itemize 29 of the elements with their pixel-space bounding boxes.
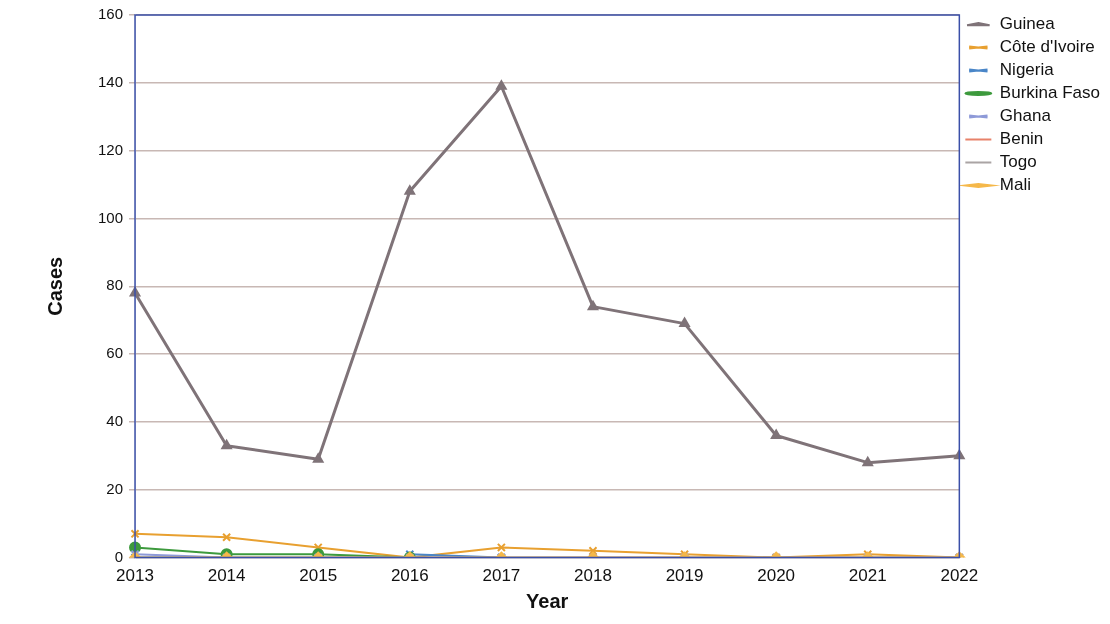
legend-label: Côte d'Ivoire (999, 37, 1095, 57)
y-axis-title: Cases (43, 256, 66, 316)
legend-label: Benin (999, 129, 1044, 149)
y-tick-label: 120 (98, 140, 124, 158)
x-tick-label: 2020 (757, 566, 796, 586)
y-tick-label: 100 (98, 208, 124, 226)
y-tick-label: 0 (114, 547, 124, 565)
x-tick-label: 2016 (390, 566, 429, 586)
y-tick-label: 20 (106, 479, 124, 497)
x-tick-label: 2019 (665, 566, 704, 586)
legend-label: Burkina Faso (999, 83, 1101, 103)
x-axis-title: Year (526, 589, 569, 612)
y-tick-label: 140 (98, 72, 124, 90)
legend-label: Mali (999, 175, 1032, 195)
x-tick-label: 2017 (482, 566, 521, 586)
y-tick-label: 40 (106, 412, 124, 430)
legend-label: Ghana (999, 106, 1052, 126)
x-tick-label: 2018 (574, 566, 612, 586)
legend-label: Togo (999, 152, 1037, 172)
y-tick-label: 80 (106, 276, 124, 294)
y-tick-label: 160 (98, 5, 124, 23)
y-tick-label: 60 (106, 344, 124, 362)
legend-label: Nigeria (999, 60, 1055, 80)
x-tick-label: 2014 (207, 566, 246, 586)
x-tick-label: 2013 (116, 566, 154, 586)
x-tick-label: 2021 (848, 566, 887, 586)
x-tick-label: 2022 (940, 566, 979, 586)
legend-label: Guinea (999, 14, 1056, 34)
x-tick-label: 2015 (299, 566, 338, 586)
